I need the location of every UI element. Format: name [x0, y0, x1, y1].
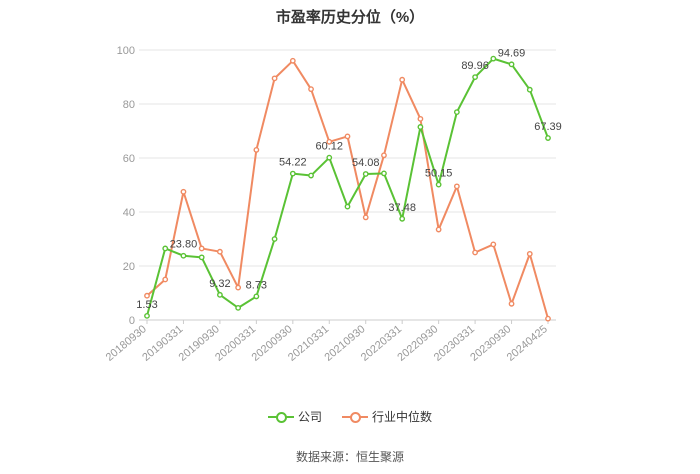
data-label: 67.39 — [534, 121, 562, 133]
legend-marker-company — [267, 411, 294, 423]
x-axis-ticks: 2018093020190331201909302020033120200930… — [104, 320, 550, 364]
data-point — [472, 74, 478, 81]
grid: 0 20 40 60 80 100 — [117, 45, 556, 327]
data-point — [545, 315, 551, 322]
data-label: 8.73 — [246, 279, 267, 291]
legend-label-industry-median: 行业中位数 — [372, 410, 433, 424]
legend: 公司 行业中位数 — [0, 408, 700, 425]
data-point — [235, 284, 242, 291]
data-point — [508, 61, 515, 68]
data-point — [435, 181, 442, 188]
data-label: 89.96 — [461, 60, 489, 72]
data-point — [180, 252, 187, 259]
data-point — [308, 172, 314, 179]
data-point — [344, 133, 351, 140]
data-point — [490, 55, 497, 62]
data-point — [326, 138, 333, 145]
y-tick-label: 100 — [117, 45, 135, 57]
data-point — [308, 86, 314, 93]
data-point — [399, 76, 406, 83]
data-point — [180, 188, 187, 195]
data-point — [217, 248, 223, 255]
legend-item-industry-median[interactable]: 行业中位数 — [342, 408, 432, 425]
data-point — [271, 75, 278, 82]
data-point — [399, 215, 406, 222]
data-point — [545, 135, 551, 141]
data-point — [289, 57, 296, 64]
data-label: 37.48 — [388, 202, 416, 214]
data-point — [326, 154, 333, 161]
series-points-industry-median — [144, 57, 551, 322]
data-point — [381, 152, 387, 159]
data-point — [381, 170, 387, 177]
data-point — [253, 293, 260, 300]
data-point — [198, 254, 205, 261]
chart-title: 市盈率历史分位（%） — [275, 9, 425, 26]
data-point — [362, 171, 369, 177]
data-point — [162, 276, 169, 283]
y-tick-label: 40 — [123, 207, 135, 219]
data-point — [198, 245, 205, 252]
y-tick-label: 60 — [123, 153, 135, 165]
legend-item-company[interactable]: 公司 — [267, 408, 322, 425]
data-point — [490, 241, 497, 248]
data-point — [526, 250, 533, 257]
data-labels: 1.53 23.80 9.32 8.73 54.22 60.12 54.08 37.48 50.… — [136, 47, 561, 311]
data-point — [526, 86, 533, 93]
data-point — [344, 203, 351, 210]
data-label: 54.22 — [279, 157, 307, 169]
series-line-industry-median — [146, 59, 549, 319]
data-point — [144, 312, 150, 319]
data-point — [417, 115, 424, 122]
data-label: 60.12 — [316, 141, 344, 153]
legend-label-company: 公司 — [297, 410, 322, 424]
y-tick-label: 80 — [123, 99, 135, 111]
data-point — [453, 109, 460, 116]
data-point — [417, 124, 424, 130]
data-label: 54.08 — [352, 157, 380, 169]
data-point — [162, 245, 169, 252]
data-label: 23.80 — [170, 239, 198, 251]
data-point — [144, 292, 150, 299]
data-point — [217, 291, 223, 298]
data-label: 50.15 — [425, 168, 453, 180]
series-points-company — [144, 55, 551, 319]
data-point — [508, 300, 515, 307]
data-point — [472, 249, 478, 256]
legend-marker-industry-median — [342, 411, 368, 423]
data-label: 94.69 — [498, 47, 526, 59]
data-point — [271, 236, 278, 242]
data-point — [362, 214, 369, 221]
data-point — [235, 304, 242, 311]
data-point — [435, 226, 442, 233]
data-label: 1.53 — [136, 299, 157, 311]
data-source: 数据来源：恒生聚源 — [295, 450, 404, 464]
series-line-company — [146, 57, 549, 317]
y-tick-label: 20 — [123, 261, 135, 273]
data-point — [253, 146, 260, 153]
data-label: 9.32 — [209, 278, 230, 290]
data-point — [289, 170, 296, 177]
data-point — [453, 183, 460, 190]
y-tick-label: 0 — [129, 315, 135, 327]
x-tick-label: 20240425 — [505, 323, 550, 364]
